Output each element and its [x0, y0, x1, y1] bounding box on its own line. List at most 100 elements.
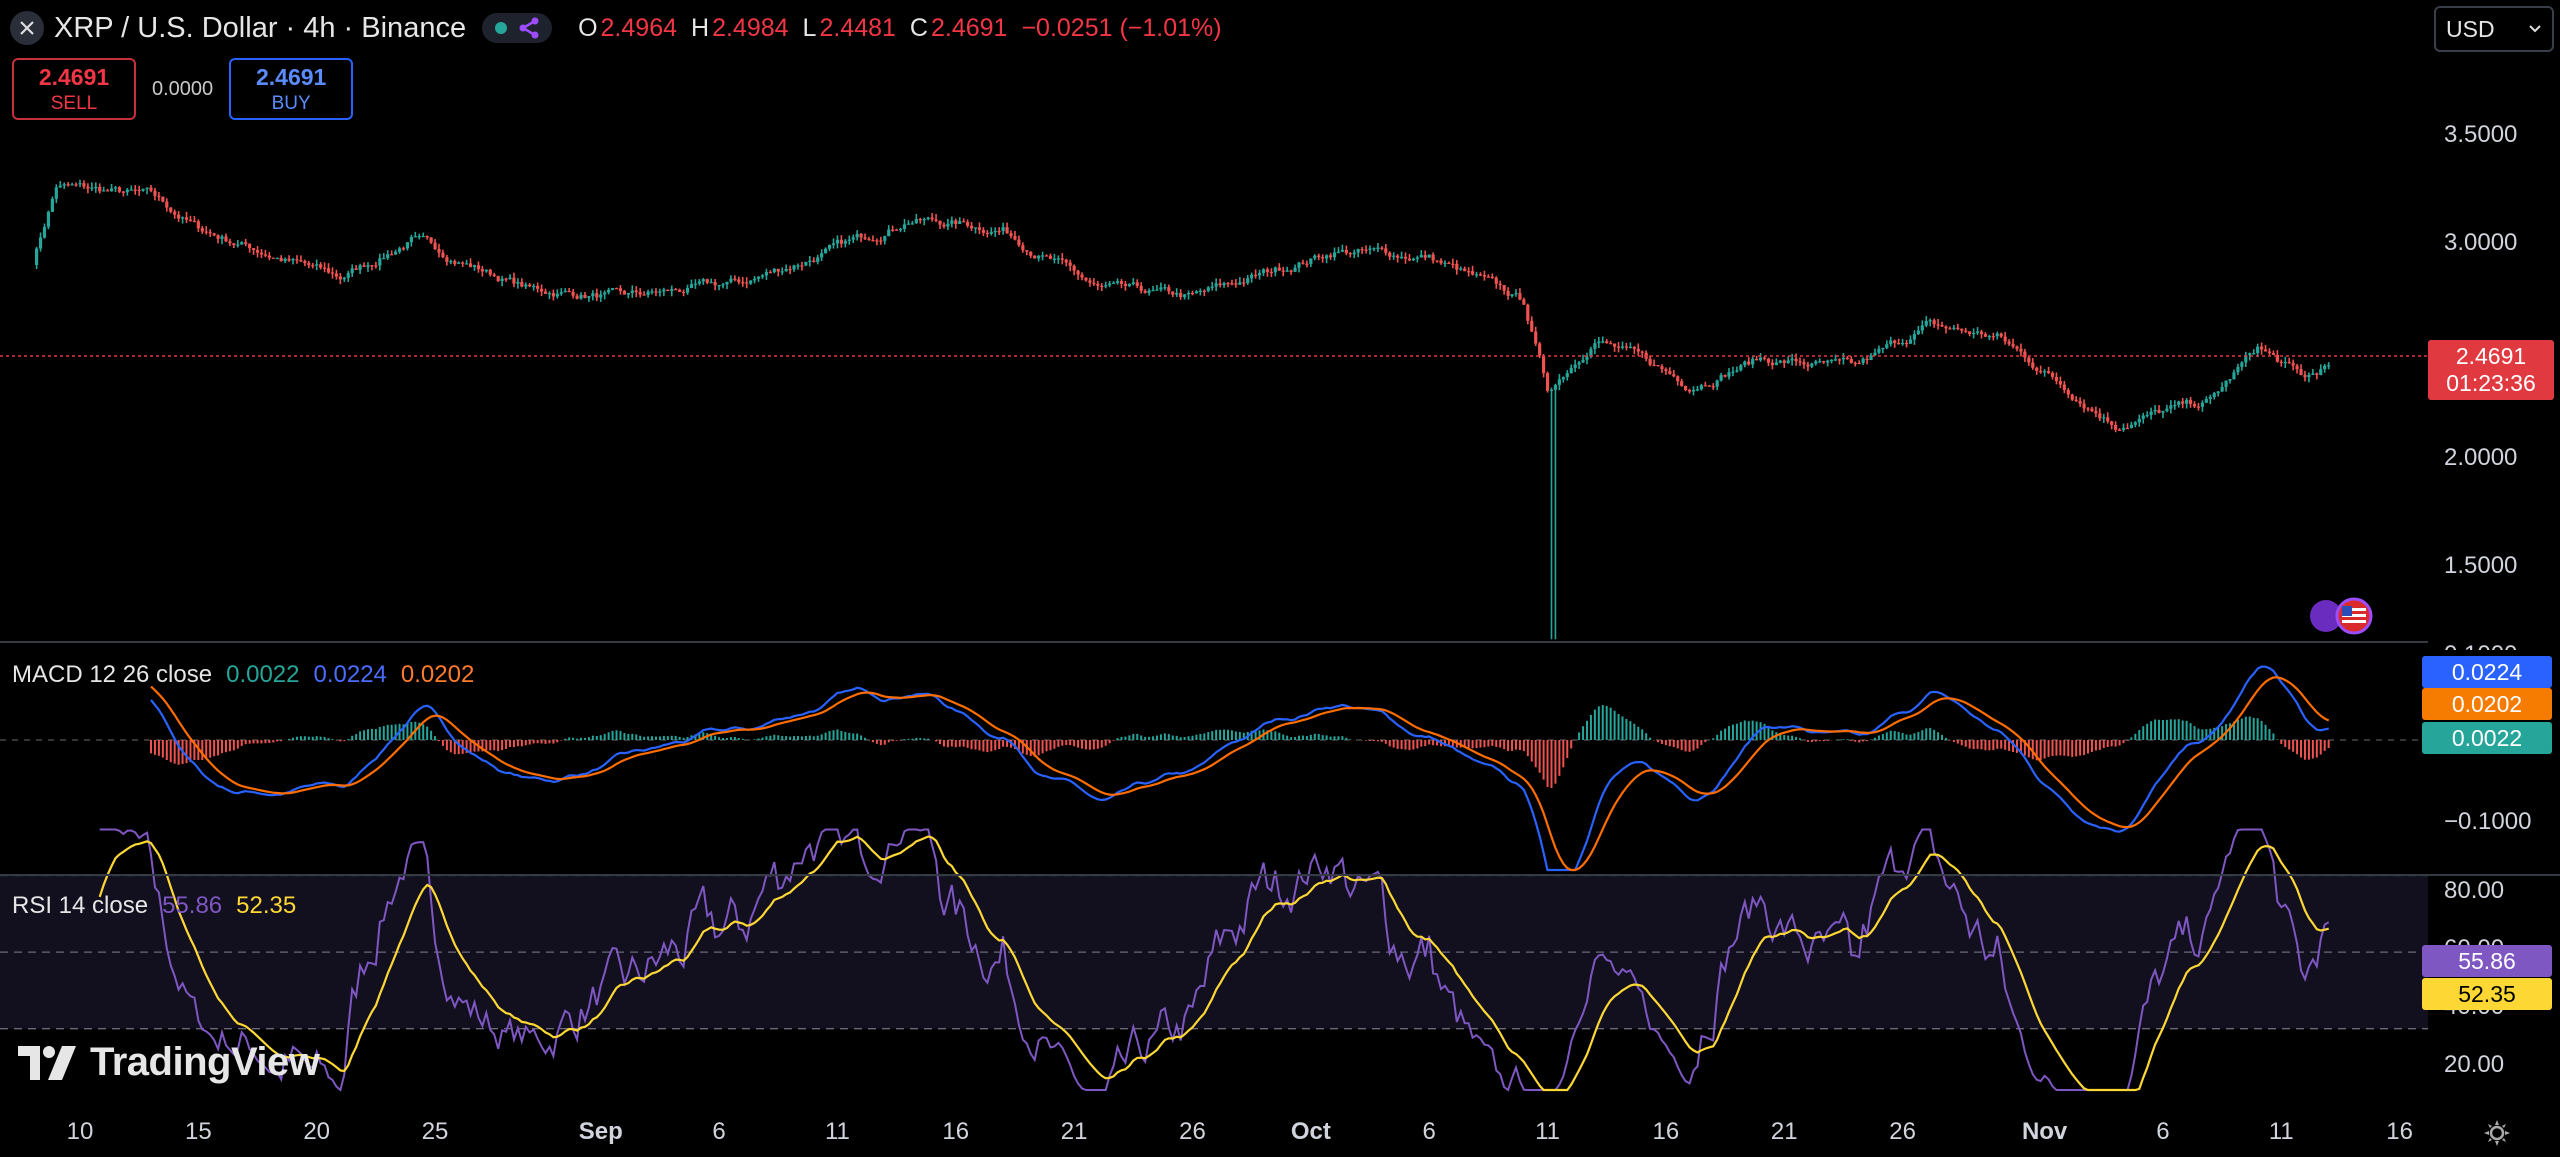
candle-body: [334, 273, 339, 277]
candle-body: [626, 293, 630, 295]
candle-body: [610, 288, 615, 290]
market-status-pill[interactable]: [482, 13, 553, 43]
candle-body: [236, 244, 240, 246]
candle-body: [1573, 364, 1577, 368]
symbol-title[interactable]: XRP / U.S. Dollar · 4h · Binance: [54, 11, 467, 44]
candle-body: [125, 189, 129, 193]
candle-body: [839, 239, 843, 244]
candle-body: [2188, 399, 2193, 404]
candle-body: [1601, 341, 1605, 343]
candle-body: [1289, 270, 1293, 272]
candle-body: [106, 190, 110, 192]
time-axis-label: 21: [1770, 1118, 1798, 1145]
candle-body: [1900, 342, 1905, 345]
candle-body: [2098, 413, 2102, 419]
time-axis-label: 11: [2268, 1118, 2294, 1145]
time-axis-label: 11: [824, 1118, 850, 1145]
candle-body: [2177, 401, 2181, 405]
candle-body: [1991, 336, 1995, 338]
share-icon: [519, 17, 539, 39]
sell-button[interactable]: 2.4691 SELL: [12, 58, 136, 120]
candle-body: [429, 237, 433, 243]
candle-body: [2228, 379, 2232, 381]
candle-body: [1423, 255, 1427, 258]
candle-body: [1044, 255, 1049, 257]
asset-badge-icon: [2310, 600, 2342, 632]
currency-badges[interactable]: [2296, 594, 2378, 638]
candle-body: [102, 190, 106, 192]
candle-body: [1514, 293, 1518, 295]
macd-legend[interactable]: MACD 12 26 close 0.0022 0.0224 0.0202: [12, 661, 474, 689]
candle-body: [1916, 330, 1920, 335]
candle-body: [1691, 389, 1696, 392]
macd-line: [150, 665, 2329, 872]
candle-body: [709, 282, 713, 284]
candle-body: [275, 257, 279, 260]
candle-body: [216, 235, 220, 239]
candle-body: [1293, 267, 1297, 272]
candle-body: [1837, 359, 1842, 361]
candle-body: [1755, 358, 1759, 361]
candle-body: [1613, 343, 1617, 347]
candle-body: [508, 277, 512, 280]
currency-select[interactable]: USD: [2434, 6, 2554, 52]
candle-body: [2287, 362, 2291, 364]
candle-body: [1407, 258, 1412, 261]
close-chart-button[interactable]: [10, 11, 44, 45]
sell-price: 2.4691: [38, 63, 110, 90]
candle-body: [1380, 247, 1384, 249]
candle-body: [1297, 262, 1301, 268]
candle-body: [579, 294, 583, 299]
candle-body: [1699, 385, 1703, 390]
candle-body: [1183, 294, 1187, 298]
candle-body: [855, 233, 859, 238]
candle-body: [1447, 262, 1451, 264]
candle-body: [417, 236, 421, 238]
candle-body: [1040, 255, 1045, 257]
candle-body: [1084, 277, 1088, 281]
candle-body: [922, 219, 926, 221]
candle-body: [1802, 362, 1806, 365]
buy-label: BUY: [271, 92, 311, 114]
rsi-legend[interactable]: RSI 14 close 55.86 52.35: [12, 892, 296, 920]
candle-body: [2003, 336, 2007, 342]
candle-body: [468, 263, 473, 267]
candle-body: [315, 264, 319, 266]
candle-body: [319, 264, 323, 268]
candle-body: [745, 282, 749, 284]
candle-body: [1845, 357, 1849, 360]
candle-body: [1735, 370, 1739, 372]
candle-body: [457, 262, 461, 264]
candle-body: [2074, 399, 2078, 402]
tradingview-logo[interactable]: TradingView: [18, 1040, 320, 1085]
candle-body: [2153, 409, 2157, 412]
candle-body: [1052, 258, 1057, 260]
candle-body: [279, 257, 283, 262]
candle-body: [117, 187, 122, 192]
candle-body: [681, 291, 686, 294]
candle-body: [1806, 364, 1810, 367]
candle-body: [161, 196, 165, 202]
candle-body: [555, 293, 559, 297]
candle-body: [788, 268, 792, 271]
candle-body: [926, 217, 930, 220]
candle-body: [1999, 333, 2003, 337]
candle-body: [74, 184, 78, 186]
candle-body: [551, 293, 555, 297]
candle-body: [70, 184, 74, 186]
candle-body: [1013, 236, 1017, 240]
candle-body: [35, 248, 39, 266]
candle-body: [1897, 342, 1901, 345]
buy-button[interactable]: 2.4691 BUY: [229, 58, 354, 120]
candle-body: [1747, 361, 1751, 365]
candle-body: [1265, 269, 1270, 272]
candle-body: [461, 262, 465, 264]
candle-body: [800, 265, 804, 267]
candle-body: [1660, 366, 1664, 370]
candle-body: [1703, 385, 1707, 387]
candle-body: [54, 187, 58, 199]
buy-price: 2.4691: [255, 63, 327, 90]
candle-body: [50, 198, 54, 212]
settings-gear-icon[interactable]: [2482, 1118, 2512, 1148]
